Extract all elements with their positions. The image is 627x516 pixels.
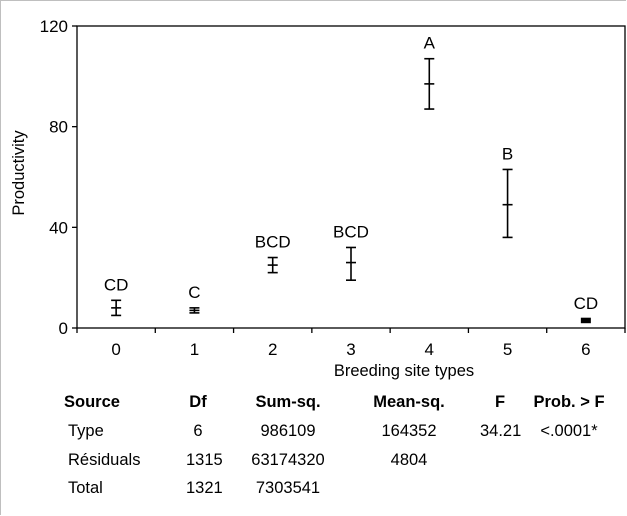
anova-cell: 34.21: [480, 422, 522, 440]
x-tick-label: 2: [268, 340, 277, 359]
anova-cell: 7303541: [255, 479, 321, 497]
x-axis-title: Breeding site types: [334, 362, 474, 380]
group-letter: BCD: [255, 233, 291, 252]
anova-header-cell: Mean-sq.: [373, 393, 445, 411]
anova-cell: 986109: [260, 422, 316, 440]
error-bar-6: [580, 317, 591, 324]
y-axis-title: Productivity: [10, 130, 28, 216]
x-tick-label: 4: [425, 340, 434, 359]
anova-header-cell: Prob. > F: [533, 393, 605, 411]
anova-header-cell: F: [494, 393, 506, 411]
group-letter: CD: [104, 275, 129, 294]
y-tick-label: 0: [59, 319, 68, 338]
group-letter: BCD: [333, 222, 369, 241]
anova-header-cell: Sum-sq.: [255, 393, 321, 411]
group-letter: C: [188, 283, 200, 302]
anova-cell: 164352: [381, 422, 437, 440]
y-tick-label: 80: [49, 118, 68, 137]
anova-cell: Total: [68, 479, 103, 497]
anova-cell: Résiduals: [68, 450, 141, 469]
anova-cell: 4804: [390, 450, 428, 469]
anova-header-cell: Df: [189, 393, 207, 411]
anova-cell: 1315: [186, 450, 223, 469]
x-tick-label: 1: [190, 340, 199, 359]
plot-frame: [76, 25, 626, 329]
x-tick-label: 3: [346, 340, 355, 359]
anova-cell: <.0001*: [540, 422, 598, 440]
group-letter: CD: [574, 294, 599, 313]
anova-cell: 63174320: [251, 450, 325, 469]
y-tick-label: 120: [40, 17, 68, 36]
y-tick-label: 40: [49, 218, 68, 237]
anova-header-cell: Source: [64, 393, 120, 411]
anova-cell: 6: [193, 422, 203, 440]
x-tick-label: 0: [111, 340, 120, 359]
anova-cell: 1321: [186, 479, 223, 497]
group-letter: B: [502, 144, 513, 163]
group-letter: A: [424, 34, 436, 53]
x-tick-label: 5: [503, 340, 512, 359]
anova-cell: Type: [68, 422, 104, 440]
x-tick-label: 6: [581, 340, 590, 359]
